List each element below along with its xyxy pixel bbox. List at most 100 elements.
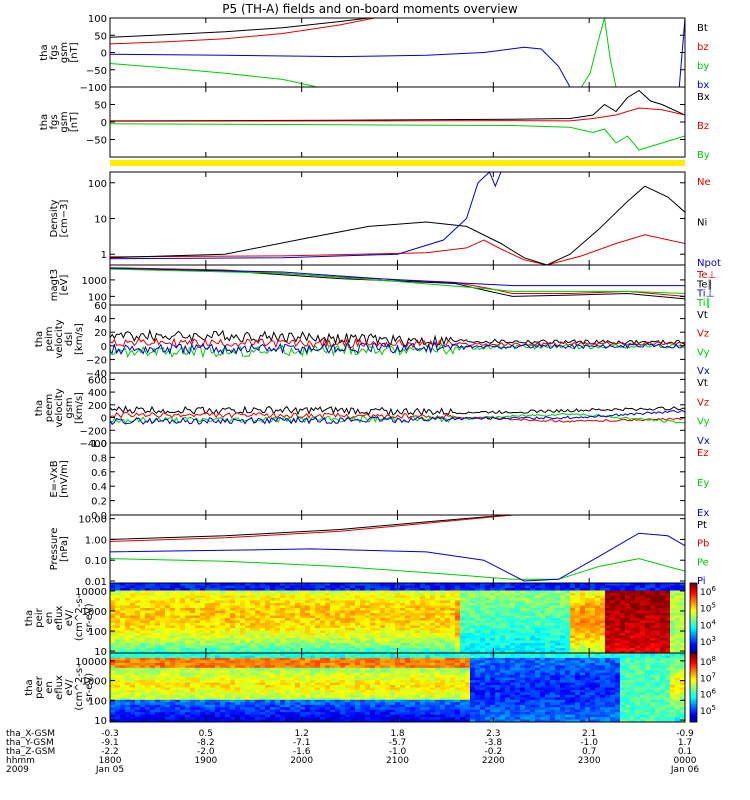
heatmap-cell (135, 585, 141, 589)
heatmap-cell (600, 625, 606, 629)
heatmap-cell (455, 630, 461, 634)
heatmap-cell (645, 633, 651, 637)
heatmap-cell (505, 608, 511, 612)
heatmap-cell (340, 694, 346, 698)
heatmap-cell (165, 595, 171, 599)
series-lines (110, 18, 685, 87)
heatmap-cell (335, 714, 341, 718)
heatmap-cell (125, 655, 131, 659)
heatmap-cell (265, 680, 271, 684)
heatmap-cell (115, 625, 121, 629)
heatmap-cell (265, 648, 271, 652)
heatmap-cell (300, 650, 306, 653)
heatmap-cell (175, 719, 181, 722)
heatmap-cell (175, 615, 181, 619)
heatmap-cell (435, 598, 441, 602)
heatmap-cell (645, 610, 651, 614)
heatmap-cell (195, 625, 201, 629)
heatmap-cell (210, 613, 216, 617)
heatmap-cell (530, 595, 536, 599)
heatmap-cell (310, 685, 316, 689)
heatmap-cell (480, 630, 486, 634)
heatmap-cell (245, 665, 251, 669)
heatmap-cell (410, 628, 416, 632)
heatmap-cell (160, 719, 166, 722)
x-ticks (109, 443, 686, 515)
heatmap-cell (370, 633, 376, 637)
heatmap-cell (135, 648, 141, 652)
y-tick-label: 60 (94, 301, 107, 312)
heatmap-cell (675, 638, 681, 642)
heatmap-cell (175, 667, 181, 671)
heatmap-cell (640, 645, 646, 649)
heatmap-cell (410, 585, 416, 589)
heatmap-cell (175, 633, 181, 637)
heatmap-cell (255, 643, 261, 647)
heatmap-cell (275, 598, 281, 602)
heatmap-cell (230, 670, 236, 674)
heatmap-cell (555, 623, 561, 627)
heatmap-cell (340, 625, 346, 629)
heatmap-cell (180, 690, 186, 694)
y-label-line: velocity (54, 388, 65, 427)
heatmap-cell (390, 633, 396, 637)
heatmap-cell (410, 618, 416, 622)
heatmap-cell (335, 630, 341, 634)
heatmap-cell (175, 618, 181, 622)
heatmap-cell (545, 593, 551, 597)
heatmap-cell (205, 598, 211, 602)
heatmap-cell (335, 692, 341, 696)
heatmap-cell (245, 714, 251, 718)
heatmap-cell (110, 648, 116, 652)
heatmap-cell (335, 623, 341, 627)
heatmap-cell (600, 613, 606, 617)
heatmap-cell (225, 650, 231, 653)
heatmap-cell (340, 675, 346, 679)
heatmap-cell (465, 593, 471, 597)
heatmap-cell (200, 690, 206, 694)
heatmap-cell (190, 590, 196, 594)
heatmap-cell (285, 670, 291, 674)
heatmap-cell (190, 712, 196, 716)
heatmap-cell (640, 608, 646, 612)
heatmap-cell (410, 593, 416, 597)
heatmap-cell (410, 648, 416, 652)
heatmap-cell (260, 712, 266, 716)
heatmap-cell (335, 620, 341, 624)
series-line-Vz (110, 337, 685, 349)
heatmap-cell (365, 645, 371, 649)
heatmap-cell (660, 625, 666, 629)
heatmap-cell (525, 608, 531, 612)
heatmap-cell (325, 593, 331, 597)
heatmap-cell (175, 625, 181, 629)
heatmap-cell (280, 628, 286, 632)
heatmap-cell (435, 590, 441, 594)
heatmap-cell (165, 699, 171, 703)
colorbar-step (690, 627, 697, 631)
heatmap-cell (395, 620, 401, 624)
heatmap-cell (250, 600, 256, 604)
heatmap-cell (200, 630, 206, 634)
y-tick-label: 100 (88, 627, 107, 638)
heatmap-cell (285, 704, 291, 708)
heatmap-cell (140, 655, 146, 659)
heatmap-cell (400, 618, 406, 622)
heatmap-cell (140, 603, 146, 607)
heatmap-cell (455, 588, 461, 592)
heatmap-cell (670, 593, 676, 597)
heatmap-cell (155, 640, 161, 644)
heatmap-cell (125, 598, 131, 602)
heatmap-cell (560, 625, 566, 629)
heatmap-cell (375, 593, 381, 597)
heatmap-cell (175, 595, 181, 599)
heatmap-cell (140, 667, 146, 671)
heatmap-cell (620, 635, 626, 639)
heatmap-cell (370, 613, 376, 617)
heatmap-cell (335, 685, 341, 689)
heatmap-cell (145, 638, 151, 642)
legend-entry: Vz (697, 329, 709, 340)
heatmap-cell (650, 620, 656, 624)
heatmap-cell (210, 610, 216, 614)
heatmap-cell (120, 694, 126, 698)
heatmap-cell (130, 645, 136, 649)
